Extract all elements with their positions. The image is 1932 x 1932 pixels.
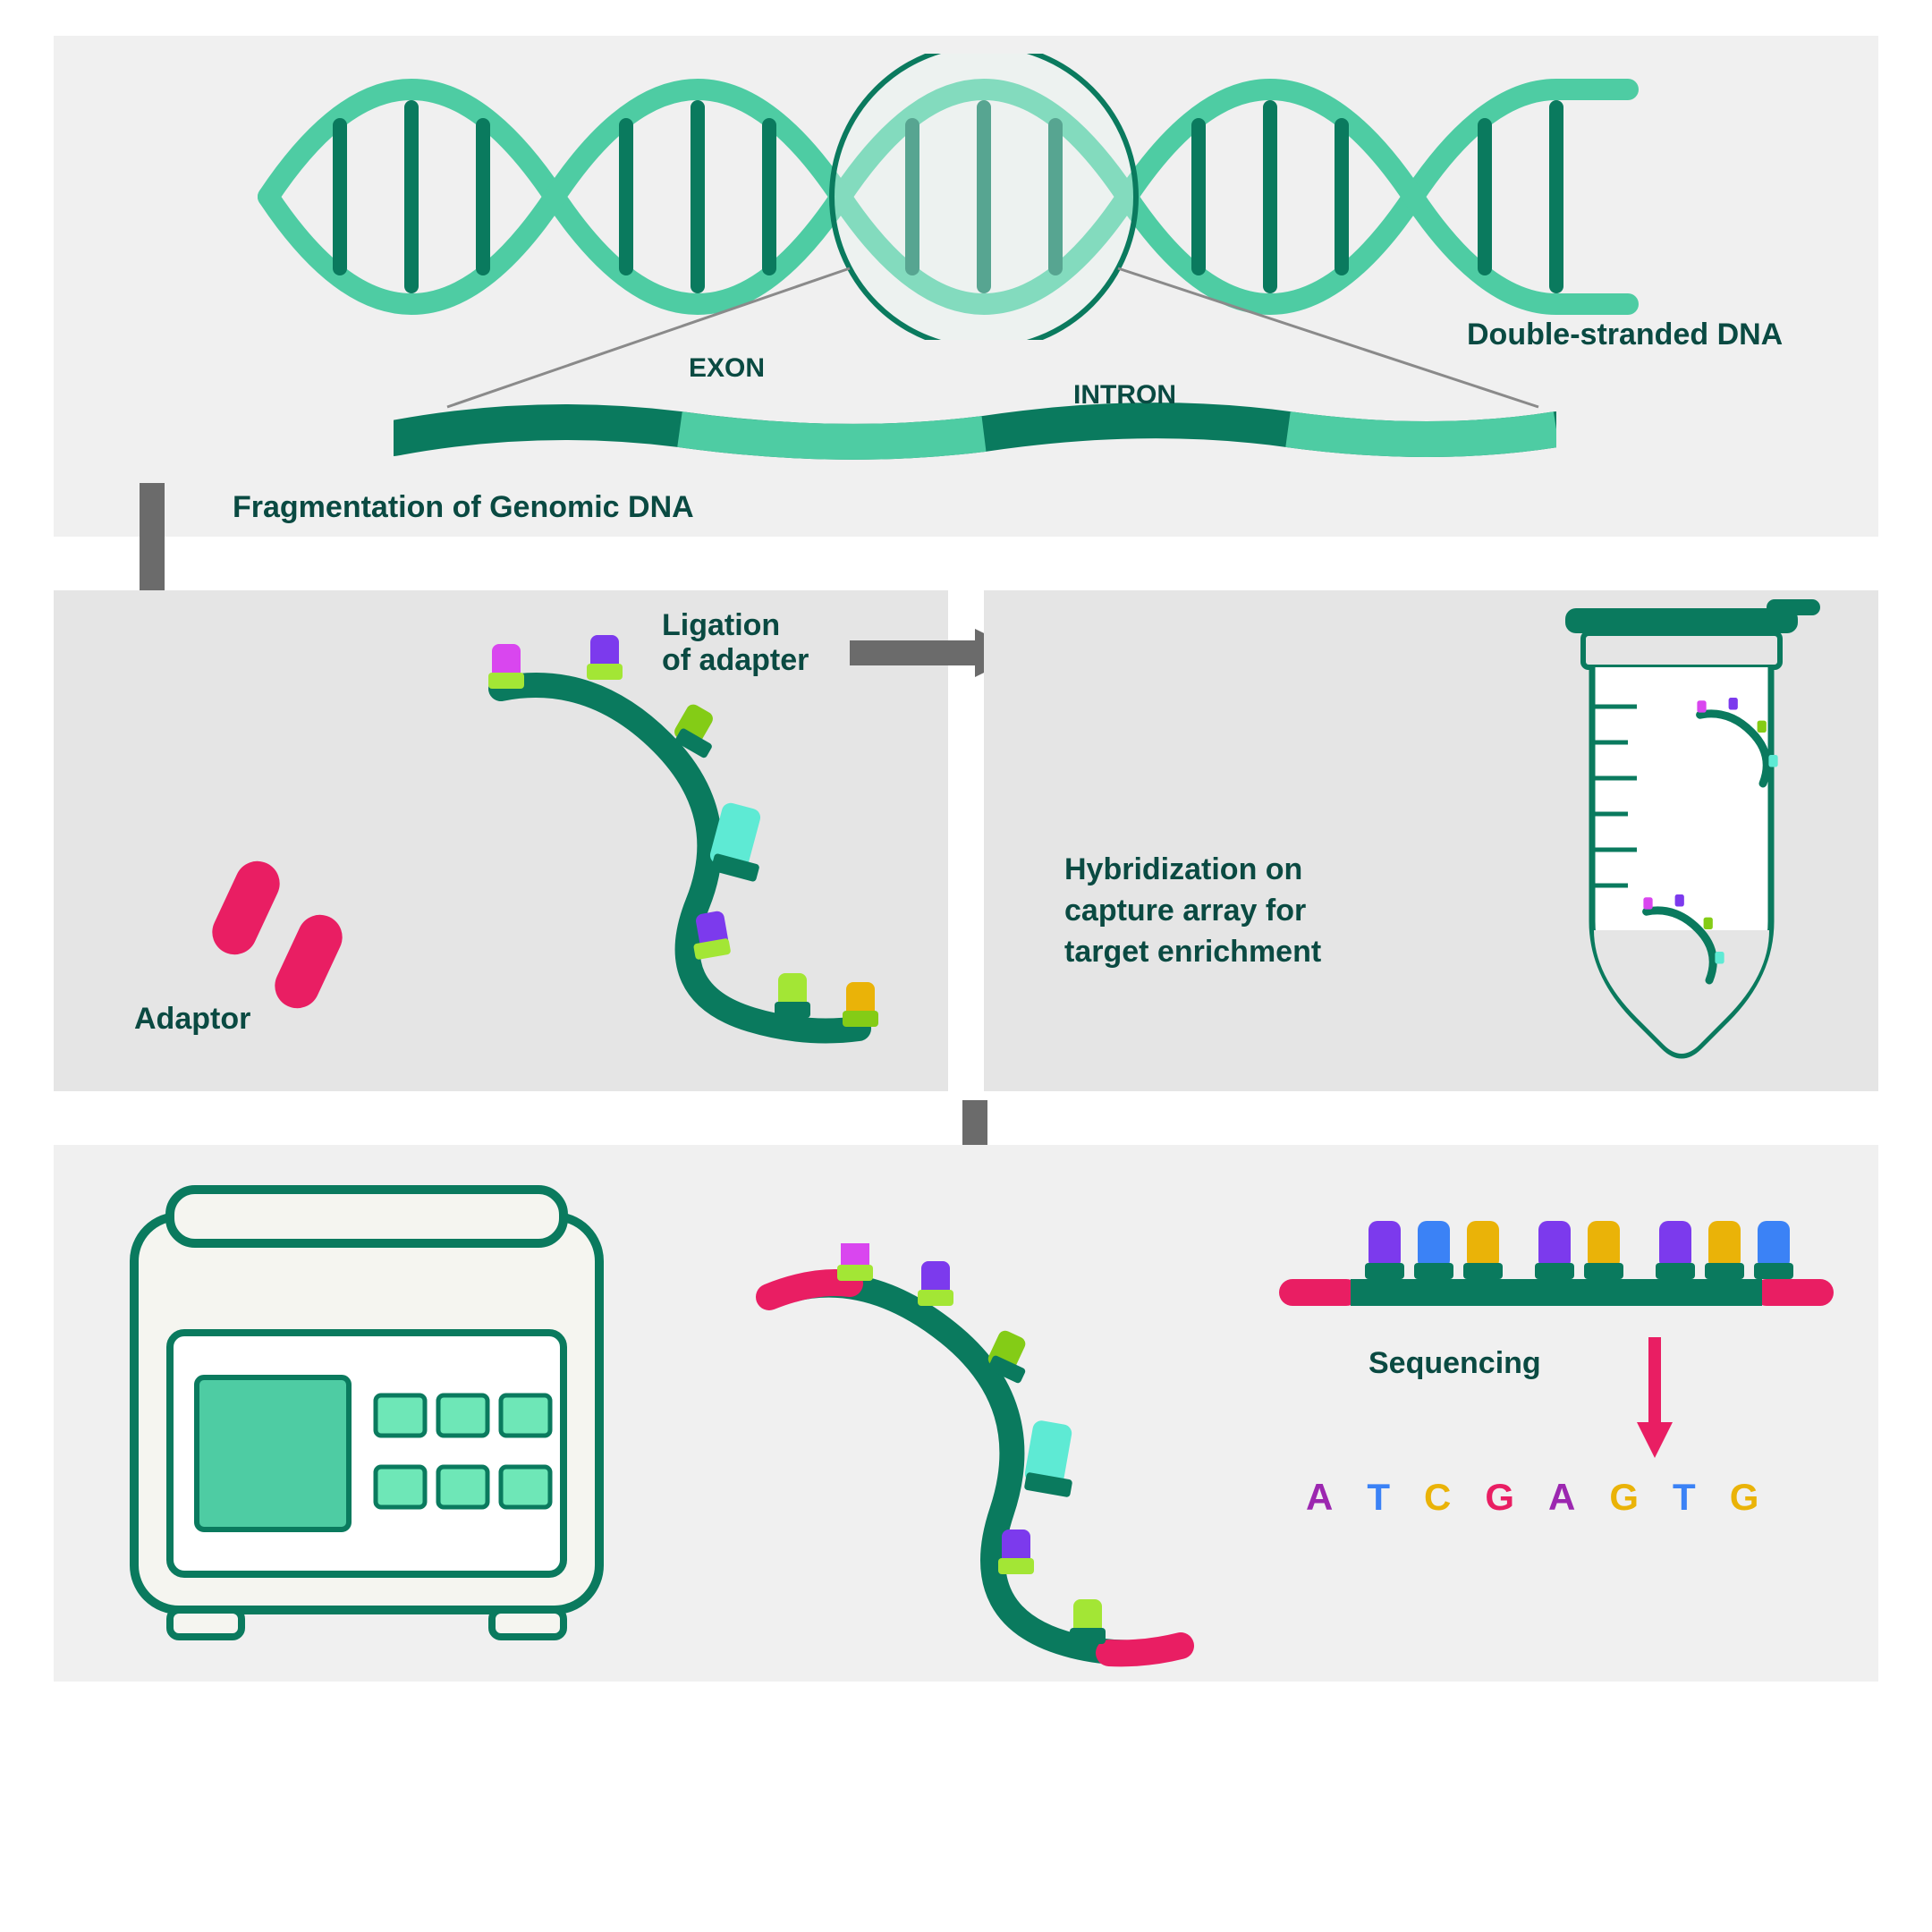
label-adaptor: Adaptor xyxy=(134,1002,250,1037)
seq-4: A xyxy=(1548,1476,1575,1519)
sequence-output: A T C G A G T G xyxy=(1306,1476,1758,1519)
label-double-stranded: Double-stranded DNA xyxy=(1467,318,1783,352)
test-tube xyxy=(1538,599,1843,1082)
sequencer-machine xyxy=(116,1181,617,1655)
seq-3: G xyxy=(1485,1476,1514,1519)
label-exon: EXON xyxy=(689,353,765,384)
fragment-pink-ends xyxy=(733,1243,1216,1690)
seq-6: T xyxy=(1673,1476,1696,1519)
seq-0: A xyxy=(1306,1476,1333,1519)
label-intron: INTRON xyxy=(1073,380,1176,411)
sequencing-read xyxy=(1270,1190,1843,1333)
label-fragmentation: Fragmentation of Genomic DNA xyxy=(233,490,694,525)
label-ligation: Ligation of adapter xyxy=(662,608,809,678)
zoom-lines xyxy=(233,54,1664,429)
seq-2: C xyxy=(1424,1476,1451,1519)
exon-intron-bar xyxy=(394,385,1556,492)
adaptor-pills xyxy=(197,841,376,1020)
arrow-pink xyxy=(1628,1337,1682,1462)
seq-7: G xyxy=(1730,1476,1759,1519)
seq-1: T xyxy=(1367,1476,1390,1519)
label-hybridization: Hybridization on capture array for targe… xyxy=(1064,850,1321,973)
label-sequencing: Sequencing xyxy=(1368,1346,1541,1381)
seq-5: G xyxy=(1609,1476,1639,1519)
fragment-with-adapters xyxy=(429,635,912,1064)
